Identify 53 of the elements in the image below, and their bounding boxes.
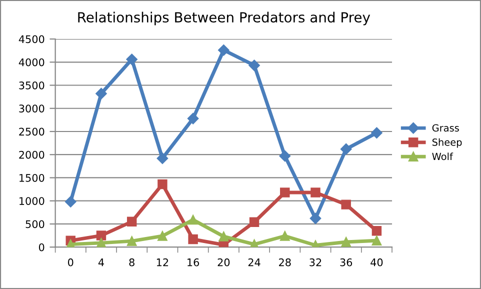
legend-label: Sheep (432, 138, 462, 148)
y-tick-label: 1500 (20, 174, 44, 182)
point (218, 44, 230, 56)
x-tick-label: 40 (370, 258, 383, 266)
y-tick-label: 2500 (19, 128, 44, 136)
point (126, 54, 138, 65)
x-tick-label: 16 (188, 258, 200, 266)
point (218, 232, 229, 242)
x-tick-label: 36 (340, 258, 352, 266)
legend-label: Grass (432, 124, 459, 132)
point (280, 188, 290, 198)
y-tick-label: 0 (38, 243, 44, 252)
x-tick-label: 24 (248, 258, 260, 266)
y-tick-label: 2000 (19, 150, 44, 159)
point (248, 60, 260, 71)
point (188, 234, 198, 244)
y-tick-label: 500 (26, 220, 44, 228)
y-tick-label: 4000 (18, 58, 44, 66)
y-tick-label: 3500 (19, 81, 44, 90)
x-tick-label: 12 (156, 258, 168, 266)
point (126, 216, 137, 227)
point (188, 214, 198, 225)
chart-title: Relationships Between Predators and Prey (78, 12, 370, 26)
point (341, 237, 351, 247)
point (126, 236, 137, 246)
y-tick-label: 3000 (19, 104, 44, 112)
x-tick-label: 8 (129, 258, 134, 266)
point (96, 238, 106, 248)
point (158, 179, 168, 190)
point (310, 212, 322, 224)
x-tick-label: 28 (279, 258, 291, 266)
point (371, 127, 382, 138)
point (158, 231, 168, 241)
point (249, 217, 260, 227)
point (96, 230, 106, 240)
point (372, 236, 382, 246)
point (279, 150, 290, 162)
legend-label: Wolf (432, 152, 454, 160)
y-tick-label: 1000 (20, 197, 44, 205)
y-tick-label: 4500 (18, 35, 44, 44)
point (280, 231, 290, 241)
x-tick-label: 0 (68, 258, 74, 266)
point (340, 143, 352, 155)
x-tick-label: 32 (310, 258, 322, 266)
point (96, 88, 107, 100)
x-tick-label: 4 (98, 258, 104, 266)
point (341, 200, 351, 210)
point (372, 226, 382, 236)
point (156, 152, 168, 164)
point (310, 188, 320, 198)
point (65, 196, 76, 208)
point (187, 112, 199, 124)
x-tick-label: 20 (218, 258, 230, 266)
